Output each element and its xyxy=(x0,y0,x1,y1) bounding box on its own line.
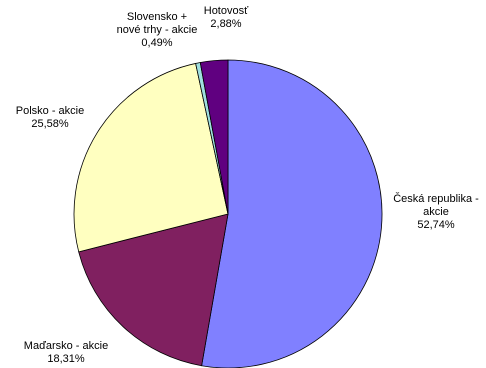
slice-label-polsko: Polsko - akcie 25,58% xyxy=(16,105,84,130)
slice-label-madarsko: Maďarsko - akcie 18,31% xyxy=(24,340,108,365)
slice-label-ceska-republika: Česká republika -akcie 52,74% xyxy=(393,192,479,231)
pie-slice-madarsko xyxy=(78,213,229,367)
pie-slices xyxy=(73,59,383,368)
slice-label-hotovost: Hotovosť 2,88% xyxy=(204,5,249,30)
pie-slice-ceska-republika xyxy=(201,59,383,368)
pie-labels: Česká republika -akcie 52,74% Maďarsko - a… xyxy=(16,5,479,365)
pie-slice-polsko xyxy=(73,62,229,253)
slice-label-slovensko: Slovensko + nové trhy - akcie 0,49% xyxy=(117,11,198,49)
pie-slice-hotovost xyxy=(199,59,229,215)
